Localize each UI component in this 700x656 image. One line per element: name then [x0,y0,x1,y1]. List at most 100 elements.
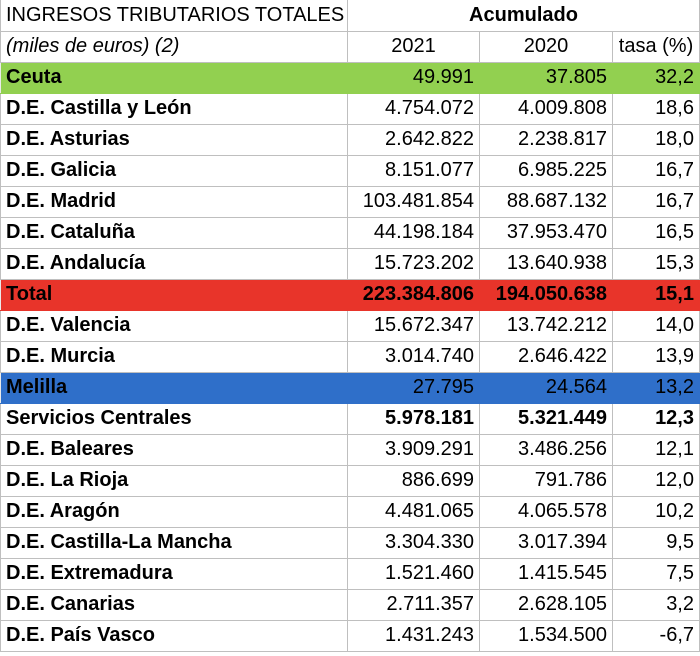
table-title: INGRESOS TRIBUTARIOS TOTALES [0,0,348,32]
row-value-2021: 223.384.806 [347,278,480,311]
table-row-ceuta: Ceuta 49.991 37.805 32,2 [0,61,700,94]
row-value-2020: 791.786 [479,464,613,497]
row-rate: 9,5 [612,526,700,559]
row-value-2021: 1.431.243 [347,619,480,652]
row-value-2021: 3.304.330 [347,526,480,559]
row-value-2020: 3.017.394 [479,526,613,559]
table-row: D.E. País Vasco 1.431.243 1.534.500 -6,7 [0,619,700,652]
table-row: D.E. Murcia 3.014.740 2.646.422 13,9 [0,340,700,373]
row-value-2020: 37.953.470 [479,216,613,249]
table-row: D.E. Madrid 103.481.854 88.687.132 16,7 [0,185,700,218]
row-rate: 12,0 [612,464,700,497]
table-row: D.E. Extremadura 1.521.460 1.415.545 7,5 [0,557,700,590]
row-value-2020: 1.415.545 [479,557,613,590]
table-row-total: Total 223.384.806 194.050.638 15,1 [0,278,700,311]
row-rate: 7,5 [612,557,700,590]
row-rate: 16,7 [612,154,700,187]
row-value-2021: 15.672.347 [347,309,480,342]
row-name: D.E. Galicia [0,154,348,187]
table-row-melilla: Melilla 27.795 24.564 13,2 [0,371,700,404]
accumulated-header: Acumulado [347,0,700,32]
table-row: D.E. Castilla y León 4.754.072 4.009.808… [0,92,700,125]
row-name: Servicios Centrales [0,402,348,435]
row-value-2020: 4.065.578 [479,495,613,528]
row-name: Total [0,278,348,311]
header-row-1: INGRESOS TRIBUTARIOS TOTALES Acumulado [0,0,700,32]
row-name: D.E. Valencia [0,309,348,342]
col-rate-header: tasa (%) [612,30,700,63]
row-rate: 18,6 [612,92,700,125]
row-rate: 13,2 [612,371,700,404]
row-name: D.E. País Vasco [0,619,348,652]
table-row: D.E. Galicia 8.151.077 6.985.225 16,7 [0,154,700,187]
row-name: D.E. Cataluña [0,216,348,249]
row-value-2021: 886.699 [347,464,480,497]
row-rate: 15,1 [612,278,700,311]
row-value-2020: 13.640.938 [479,247,613,280]
row-value-2020: 3.486.256 [479,433,613,466]
row-name: D.E. Andalucía [0,247,348,280]
row-rate: 3,2 [612,588,700,621]
row-name: D.E. Murcia [0,340,348,373]
row-value-2020: 88.687.132 [479,185,613,218]
row-name: D.E. Castilla y León [0,92,348,125]
row-name: D.E. Asturias [0,123,348,156]
row-rate: 13,9 [612,340,700,373]
row-rate: 16,5 [612,216,700,249]
table-row: D.E. Andalucía 15.723.202 13.640.938 15,… [0,247,700,280]
row-value-2020: 194.050.638 [479,278,613,311]
table-row: D.E. Cataluña 44.198.184 37.953.470 16,5 [0,216,700,249]
col-2021-header: 2021 [347,30,480,63]
row-value-2021: 4.481.065 [347,495,480,528]
row-rate: 15,3 [612,247,700,280]
header-row-2: (miles de euros) (2) 2021 2020 tasa (%) [0,30,700,63]
row-value-2020: 2.646.422 [479,340,613,373]
table-row: D.E. Valencia 15.672.347 13.742.212 14,0 [0,309,700,342]
table-row: D.E. Aragón 4.481.065 4.065.578 10,2 [0,495,700,528]
row-value-2020: 24.564 [479,371,613,404]
row-value-2020: 4.009.808 [479,92,613,125]
row-value-2020: 2.238.817 [479,123,613,156]
table-subtitle: (miles de euros) (2) [0,30,348,63]
row-value-2021: 44.198.184 [347,216,480,249]
row-value-2020: 1.534.500 [479,619,613,652]
table-row: D.E. La Rioja 886.699 791.786 12,0 [0,464,700,497]
row-name: D.E. Castilla-La Mancha [0,526,348,559]
row-value-2020: 37.805 [479,61,613,94]
row-name: D.E. Canarias [0,588,348,621]
table-row-servicios-centrales: Servicios Centrales 5.978.181 5.321.449 … [0,402,700,435]
table-row: D.E. Canarias 2.711.357 2.628.105 3,2 [0,588,700,621]
row-name: D.E. Extremadura [0,557,348,590]
row-value-2020: 6.985.225 [479,154,613,187]
row-rate: 12,3 [612,402,700,435]
row-rate: -6,7 [612,619,700,652]
table-row: D.E. Asturias 2.642.822 2.238.817 18,0 [0,123,700,156]
row-value-2020: 2.628.105 [479,588,613,621]
row-name: Ceuta [0,61,348,94]
row-value-2021: 49.991 [347,61,480,94]
table-row: D.E. Baleares 3.909.291 3.486.256 12,1 [0,433,700,466]
row-value-2021: 2.711.357 [347,588,480,621]
row-value-2021: 5.978.181 [347,402,480,435]
row-rate: 32,2 [612,61,700,94]
row-value-2021: 2.642.822 [347,123,480,156]
row-value-2021: 8.151.077 [347,154,480,187]
row-name: D.E. Madrid [0,185,348,218]
table-row: D.E. Castilla-La Mancha 3.304.330 3.017.… [0,526,700,559]
row-rate: 18,0 [612,123,700,156]
row-rate: 12,1 [612,433,700,466]
col-2020-header: 2020 [479,30,613,63]
row-value-2021: 4.754.072 [347,92,480,125]
row-value-2020: 5.321.449 [479,402,613,435]
row-value-2021: 3.014.740 [347,340,480,373]
row-value-2020: 13.742.212 [479,309,613,342]
row-value-2021: 15.723.202 [347,247,480,280]
row-rate: 10,2 [612,495,700,528]
row-rate: 14,0 [612,309,700,342]
row-name: D.E. Baleares [0,433,348,466]
row-value-2021: 103.481.854 [347,185,480,218]
row-value-2021: 1.521.460 [347,557,480,590]
row-name: D.E. La Rioja [0,464,348,497]
row-value-2021: 27.795 [347,371,480,404]
